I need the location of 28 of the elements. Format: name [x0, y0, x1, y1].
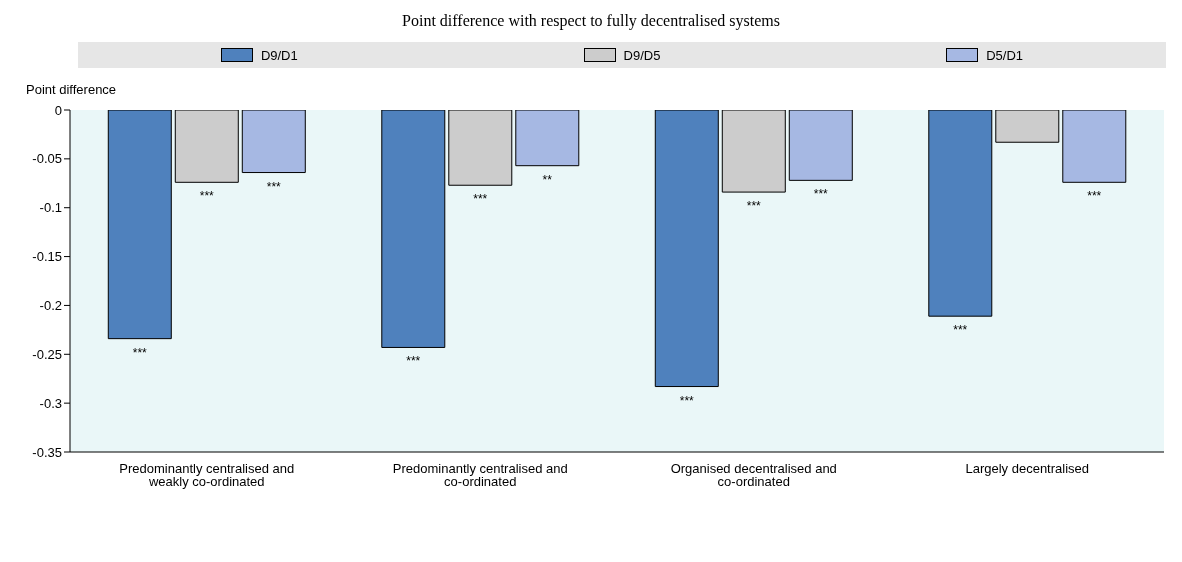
y-tick-label: -0.3 [39, 395, 62, 411]
legend-label: D9/D5 [623, 47, 661, 63]
legend-label: D5/D1 [986, 47, 1024, 63]
data-label: *** [266, 179, 282, 194]
y-tick-label: -0.15 [32, 249, 62, 265]
y-tick-label: -0.35 [32, 444, 62, 460]
y-tick-label: 0 [54, 102, 62, 118]
y-tick-label: -0.2 [39, 298, 62, 314]
y-tick-label: -0.1 [39, 200, 62, 216]
data-label: *** [746, 199, 762, 214]
x-tick-label: Organised decentralised and co-ordinated [670, 461, 837, 490]
data-label: *** [1087, 189, 1102, 204]
data-label: ** [542, 172, 553, 187]
data-label: *** [813, 187, 829, 202]
x-tick-label: Largely decentralised [965, 461, 1090, 477]
x-tick-label: Predominantly centralised and weakly co-ordinated [119, 461, 295, 490]
data-label: *** [473, 192, 488, 207]
data-label: *** [953, 323, 968, 338]
chart-title: Point difference with respect to fully decentralised systems [401, 11, 781, 32]
y-tick-label: -0.25 [32, 346, 62, 362]
legend-label: D9/D1 [260, 47, 298, 63]
x-tick-label: Predominantly centralised and co-ordinated [392, 461, 568, 490]
data-label: *** [679, 393, 695, 408]
data-label: *** [132, 345, 148, 360]
y-axis-title: Point difference [26, 82, 118, 99]
y-tick-label: -0.05 [32, 151, 62, 167]
data-label: *** [406, 354, 421, 369]
data-label: *** [199, 189, 215, 204]
